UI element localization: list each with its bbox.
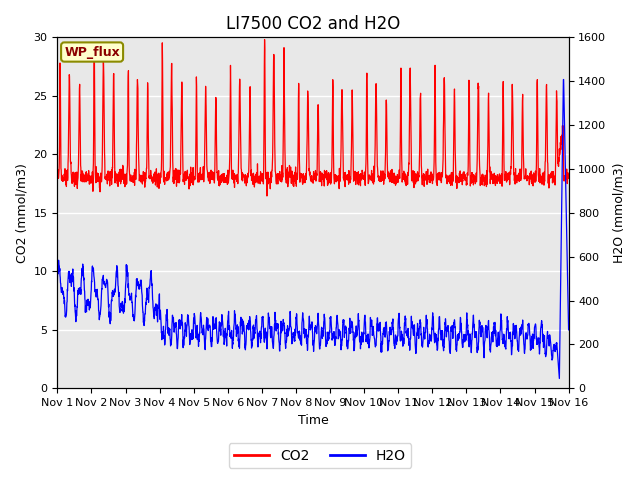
X-axis label: Time: Time <box>298 414 328 427</box>
Y-axis label: CO2 (mmol/m3): CO2 (mmol/m3) <box>15 163 28 263</box>
Y-axis label: H2O (mmol/m3): H2O (mmol/m3) <box>612 163 625 263</box>
Title: LI7500 CO2 and H2O: LI7500 CO2 and H2O <box>226 15 400 33</box>
Legend: CO2, H2O: CO2, H2O <box>228 443 412 468</box>
Text: WP_flux: WP_flux <box>64 46 120 59</box>
